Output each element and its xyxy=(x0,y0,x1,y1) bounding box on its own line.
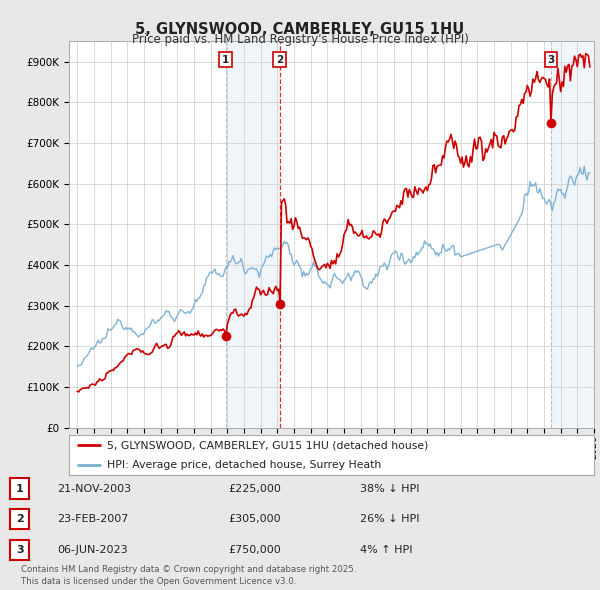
Bar xyxy=(226,41,280,428)
Text: 38% ↓ HPI: 38% ↓ HPI xyxy=(360,484,419,493)
Text: 21-NOV-2003: 21-NOV-2003 xyxy=(57,484,131,493)
Text: 26% ↓ HPI: 26% ↓ HPI xyxy=(360,514,419,524)
Text: 3: 3 xyxy=(548,55,555,65)
Text: 4% ↑ HPI: 4% ↑ HPI xyxy=(360,545,413,555)
Text: 1: 1 xyxy=(16,484,23,493)
Text: 5, GLYNSWOOD, CAMBERLEY, GU15 1HU (detached house): 5, GLYNSWOOD, CAMBERLEY, GU15 1HU (detac… xyxy=(107,440,428,450)
Text: 06-JUN-2023: 06-JUN-2023 xyxy=(57,545,128,555)
Bar xyxy=(551,41,594,428)
Text: Price paid vs. HM Land Registry's House Price Index (HPI): Price paid vs. HM Land Registry's House … xyxy=(131,33,469,46)
Text: £750,000: £750,000 xyxy=(228,545,281,555)
Text: 5, GLYNSWOOD, CAMBERLEY, GU15 1HU: 5, GLYNSWOOD, CAMBERLEY, GU15 1HU xyxy=(136,22,464,37)
Text: 23-FEB-2007: 23-FEB-2007 xyxy=(57,514,128,524)
Text: £225,000: £225,000 xyxy=(228,484,281,493)
Text: 2: 2 xyxy=(276,55,283,65)
Text: Contains HM Land Registry data © Crown copyright and database right 2025.
This d: Contains HM Land Registry data © Crown c… xyxy=(21,565,356,586)
Text: HPI: Average price, detached house, Surrey Heath: HPI: Average price, detached house, Surr… xyxy=(107,460,381,470)
Text: 3: 3 xyxy=(16,545,23,555)
Text: £305,000: £305,000 xyxy=(228,514,281,524)
Text: 2: 2 xyxy=(16,514,23,524)
Text: 1: 1 xyxy=(222,55,229,65)
